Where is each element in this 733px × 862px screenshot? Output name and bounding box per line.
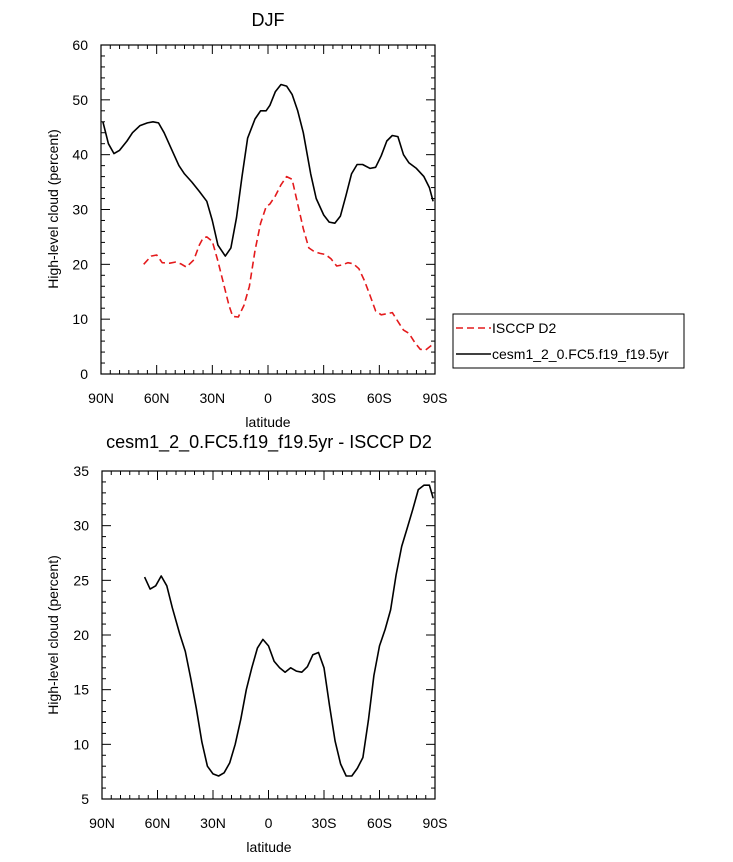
chart-difference: cesm1_2_0.FC5.f19_f19.5yr - ISCCP D2 90N…: [45, 432, 447, 855]
y-tick-label: 0: [80, 366, 88, 382]
y-tick-label: 60: [72, 37, 88, 53]
x-tick-label: 0: [264, 390, 272, 406]
y-tick-label: 20: [73, 627, 89, 643]
y-tick-label: 30: [73, 518, 89, 534]
y-tick-label: 20: [72, 256, 88, 272]
y-axis-label: High-level cloud (percent): [45, 129, 61, 289]
x-axis-label: latitude: [245, 414, 290, 430]
y-tick-label: 50: [72, 92, 88, 108]
y-tick-label: 40: [72, 147, 88, 163]
series-line-0: [143, 175, 432, 351]
x-tick-label: 60N: [144, 390, 170, 406]
series-line-1: [102, 83, 434, 257]
x-axis-label: latitude: [246, 839, 291, 855]
x-tick-label: 30N: [200, 815, 226, 831]
y-tick-label: 25: [73, 572, 89, 588]
x-tick-label: 0: [265, 815, 273, 831]
y-tick-label: 15: [73, 682, 89, 698]
plot-frame: [100, 44, 436, 375]
chart-title: cesm1_2_0.FC5.f19_f19.5yr - ISCCP D2: [106, 432, 432, 453]
x-tick-label: 60S: [367, 390, 392, 406]
x-tick-label: 60S: [367, 815, 392, 831]
chart-djf: DJF 90N 60N 30N 0 30S 60S 90S 0 10 20 30 40 50 60 lat…: [45, 10, 685, 430]
x-tick-label: 90N: [89, 815, 115, 831]
legend-label-cesm: cesm1_2_0.FC5.f19_f19.5yr: [492, 346, 669, 362]
x-tick-label: 30S: [311, 390, 336, 406]
y-tick-label: 10: [72, 311, 88, 327]
x-tick-label: 60N: [145, 815, 171, 831]
plot-frame: [101, 470, 436, 800]
y-axis-label: High-level cloud (percent): [45, 555, 61, 715]
y-tick-label: 30: [72, 202, 88, 218]
legend-box: [452, 313, 685, 369]
y-tick-label: 10: [73, 736, 89, 752]
legend: ISCCP D2 cesm1_2_0.FC5.f19_f19.5yr: [452, 313, 685, 369]
y-tick-label: 35: [73, 463, 89, 479]
x-tick-label: 30N: [199, 390, 225, 406]
x-tick-label: 90S: [423, 815, 448, 831]
legend-label-isccp: ISCCP D2: [492, 320, 557, 336]
x-tick-label: 90N: [88, 390, 114, 406]
series-line-0: [143, 484, 434, 777]
x-tick-label: 90S: [423, 390, 448, 406]
x-tick-label: 30S: [312, 815, 337, 831]
chart-title: DJF: [252, 10, 285, 30]
y-tick-label: 5: [81, 791, 89, 807]
